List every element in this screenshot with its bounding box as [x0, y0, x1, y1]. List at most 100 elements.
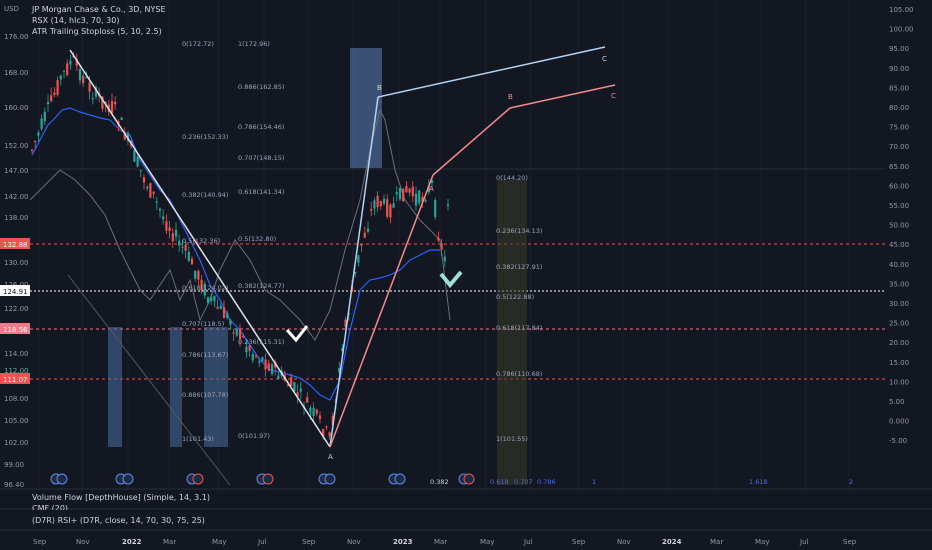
event-marker — [463, 473, 475, 485]
candle-body — [181, 246, 184, 248]
price-tag-label: 118.56 — [3, 326, 28, 334]
candle-body — [30, 149, 34, 152]
candle-body — [254, 355, 258, 357]
time-axis-tick: Nov — [76, 538, 90, 546]
candle-body — [382, 198, 386, 204]
candle-body — [386, 199, 389, 217]
indicator-rsx[interactable]: RSX (14, hlc3, 70, 30) — [32, 16, 120, 25]
event-marker — [324, 473, 336, 485]
candle-body — [190, 258, 194, 265]
symbol-title[interactable]: JP Morgan Chase & Co., 3D, NYSE — [32, 5, 166, 14]
candle-body — [290, 377, 293, 386]
candle-body — [421, 197, 424, 202]
candle-body — [318, 415, 322, 419]
fib-level-label: 0.5(132.36) — [182, 237, 220, 245]
wave-line-b-c — [377, 46, 606, 98]
candle-body — [88, 82, 91, 92]
pane-volume-flow[interactable]: Volume Flow [DepthHouse] (Simple, 14, 3.… — [32, 493, 210, 502]
candle-body — [286, 384, 290, 386]
candle-body — [75, 59, 78, 66]
candle-body — [414, 193, 418, 206]
time-axis-tick: May — [480, 538, 494, 546]
fib-right-labels: 0(144.20) 0.236(134.13) 0.382(127.91) 0.5(1… — [496, 174, 542, 443]
fib-level-label: 0.236(134.13) — [496, 227, 542, 235]
candle-body — [146, 186, 149, 189]
candle-body — [235, 328, 238, 336]
right-axis-tick: 75.00 — [889, 124, 909, 132]
indicator-atr[interactable]: ATR Trailing Stoploss (5, 10, 2.5) — [32, 27, 162, 36]
event-markers[interactable] — [50, 473, 475, 485]
left-axis-tick: 108.00 — [4, 395, 29, 403]
candle-body — [267, 363, 270, 371]
candle-body — [443, 256, 446, 262]
price-tag — [0, 285, 30, 296]
candle-body — [238, 328, 242, 340]
fib-level-label: 0.886(162.85) — [238, 83, 284, 91]
wave-label-b-right: B — [508, 93, 513, 101]
candle-body — [258, 361, 261, 363]
time-axis-tick: Mar — [163, 538, 176, 546]
candle-body — [331, 416, 334, 426]
left-axis-tick: 96.40 — [4, 481, 24, 489]
right-axis-tick: 25.00 — [889, 320, 909, 328]
candle-body — [312, 407, 315, 416]
price-tag — [0, 323, 30, 334]
time-axis[interactable]: Sep Nov 2022 Mar May Jul Sep Nov 2023 Mar May Jul Se… — [33, 538, 857, 546]
candle-body — [366, 228, 370, 232]
right-axis-tick: 65.00 — [889, 163, 909, 171]
right-axis-tick: 50.00 — [889, 222, 909, 230]
wave-label-c-top: C — [602, 55, 607, 63]
candle-body — [174, 229, 178, 237]
candle-body — [376, 195, 379, 208]
event-marker — [122, 473, 134, 485]
zone-box — [108, 327, 122, 447]
event-marker — [262, 473, 274, 485]
candle-body — [34, 140, 37, 143]
price-tag-label: 111.07 — [3, 376, 28, 384]
candle-body — [155, 201, 158, 203]
candle-body — [440, 243, 443, 250]
candle-body — [379, 201, 382, 207]
candle-body — [222, 307, 226, 319]
candle-body — [136, 156, 139, 167]
projection-label: 0.707 — [514, 478, 533, 486]
candle-body — [101, 96, 104, 109]
candle-body — [392, 203, 395, 208]
trend-line — [67, 274, 231, 486]
projection-label: 1 — [592, 478, 596, 486]
candle-body — [437, 237, 440, 241]
left-axis-tick: 152.00 — [4, 142, 29, 150]
fib-level-label: 0(172.72) — [182, 40, 214, 48]
price-tag — [0, 373, 30, 384]
candle-body — [142, 177, 146, 183]
candle-body — [213, 295, 216, 302]
price-tag — [0, 238, 30, 249]
right-scale-axis[interactable]: 105.00 100.00 95.00 90.00 85.00 80.00 75.00 70.… — [889, 6, 914, 445]
candle-body — [82, 75, 85, 84]
right-axis-tick: 5.00 — [889, 398, 905, 406]
time-axis-tick: Mar — [434, 538, 447, 546]
candle-body — [434, 200, 437, 218]
candle-body — [245, 346, 248, 353]
event-marker — [394, 473, 406, 485]
fib-level-label: 0.382(127.91) — [496, 263, 542, 271]
price-tag-label: 132.88 — [3, 241, 28, 249]
candle-body — [40, 118, 43, 129]
candle-body — [53, 92, 56, 95]
right-axis-tick: 55.00 — [889, 202, 909, 210]
pane-cmf[interactable]: CMF (20) — [32, 504, 69, 510]
time-axis-tick: Sep — [33, 538, 47, 546]
fib-zone — [497, 180, 527, 485]
pane-rsi[interactable]: (D7R) RSI+ (D7R, close, 14, 70, 30, 75, … — [32, 516, 205, 525]
time-axis-tick: Jul — [257, 538, 267, 546]
candle-body — [165, 221, 168, 231]
fib-level-label: 0.618(141.34) — [238, 188, 284, 196]
candle-body — [264, 359, 267, 370]
projection-label: 0.786 — [537, 478, 556, 486]
fib-level-label: 0.786(110.68) — [496, 370, 542, 378]
fib-level-label: 0.236(115.31) — [238, 338, 284, 346]
candle-body — [162, 216, 165, 220]
time-axis-tick: Mar — [710, 538, 723, 546]
time-axis-tick: Sep — [843, 538, 857, 546]
